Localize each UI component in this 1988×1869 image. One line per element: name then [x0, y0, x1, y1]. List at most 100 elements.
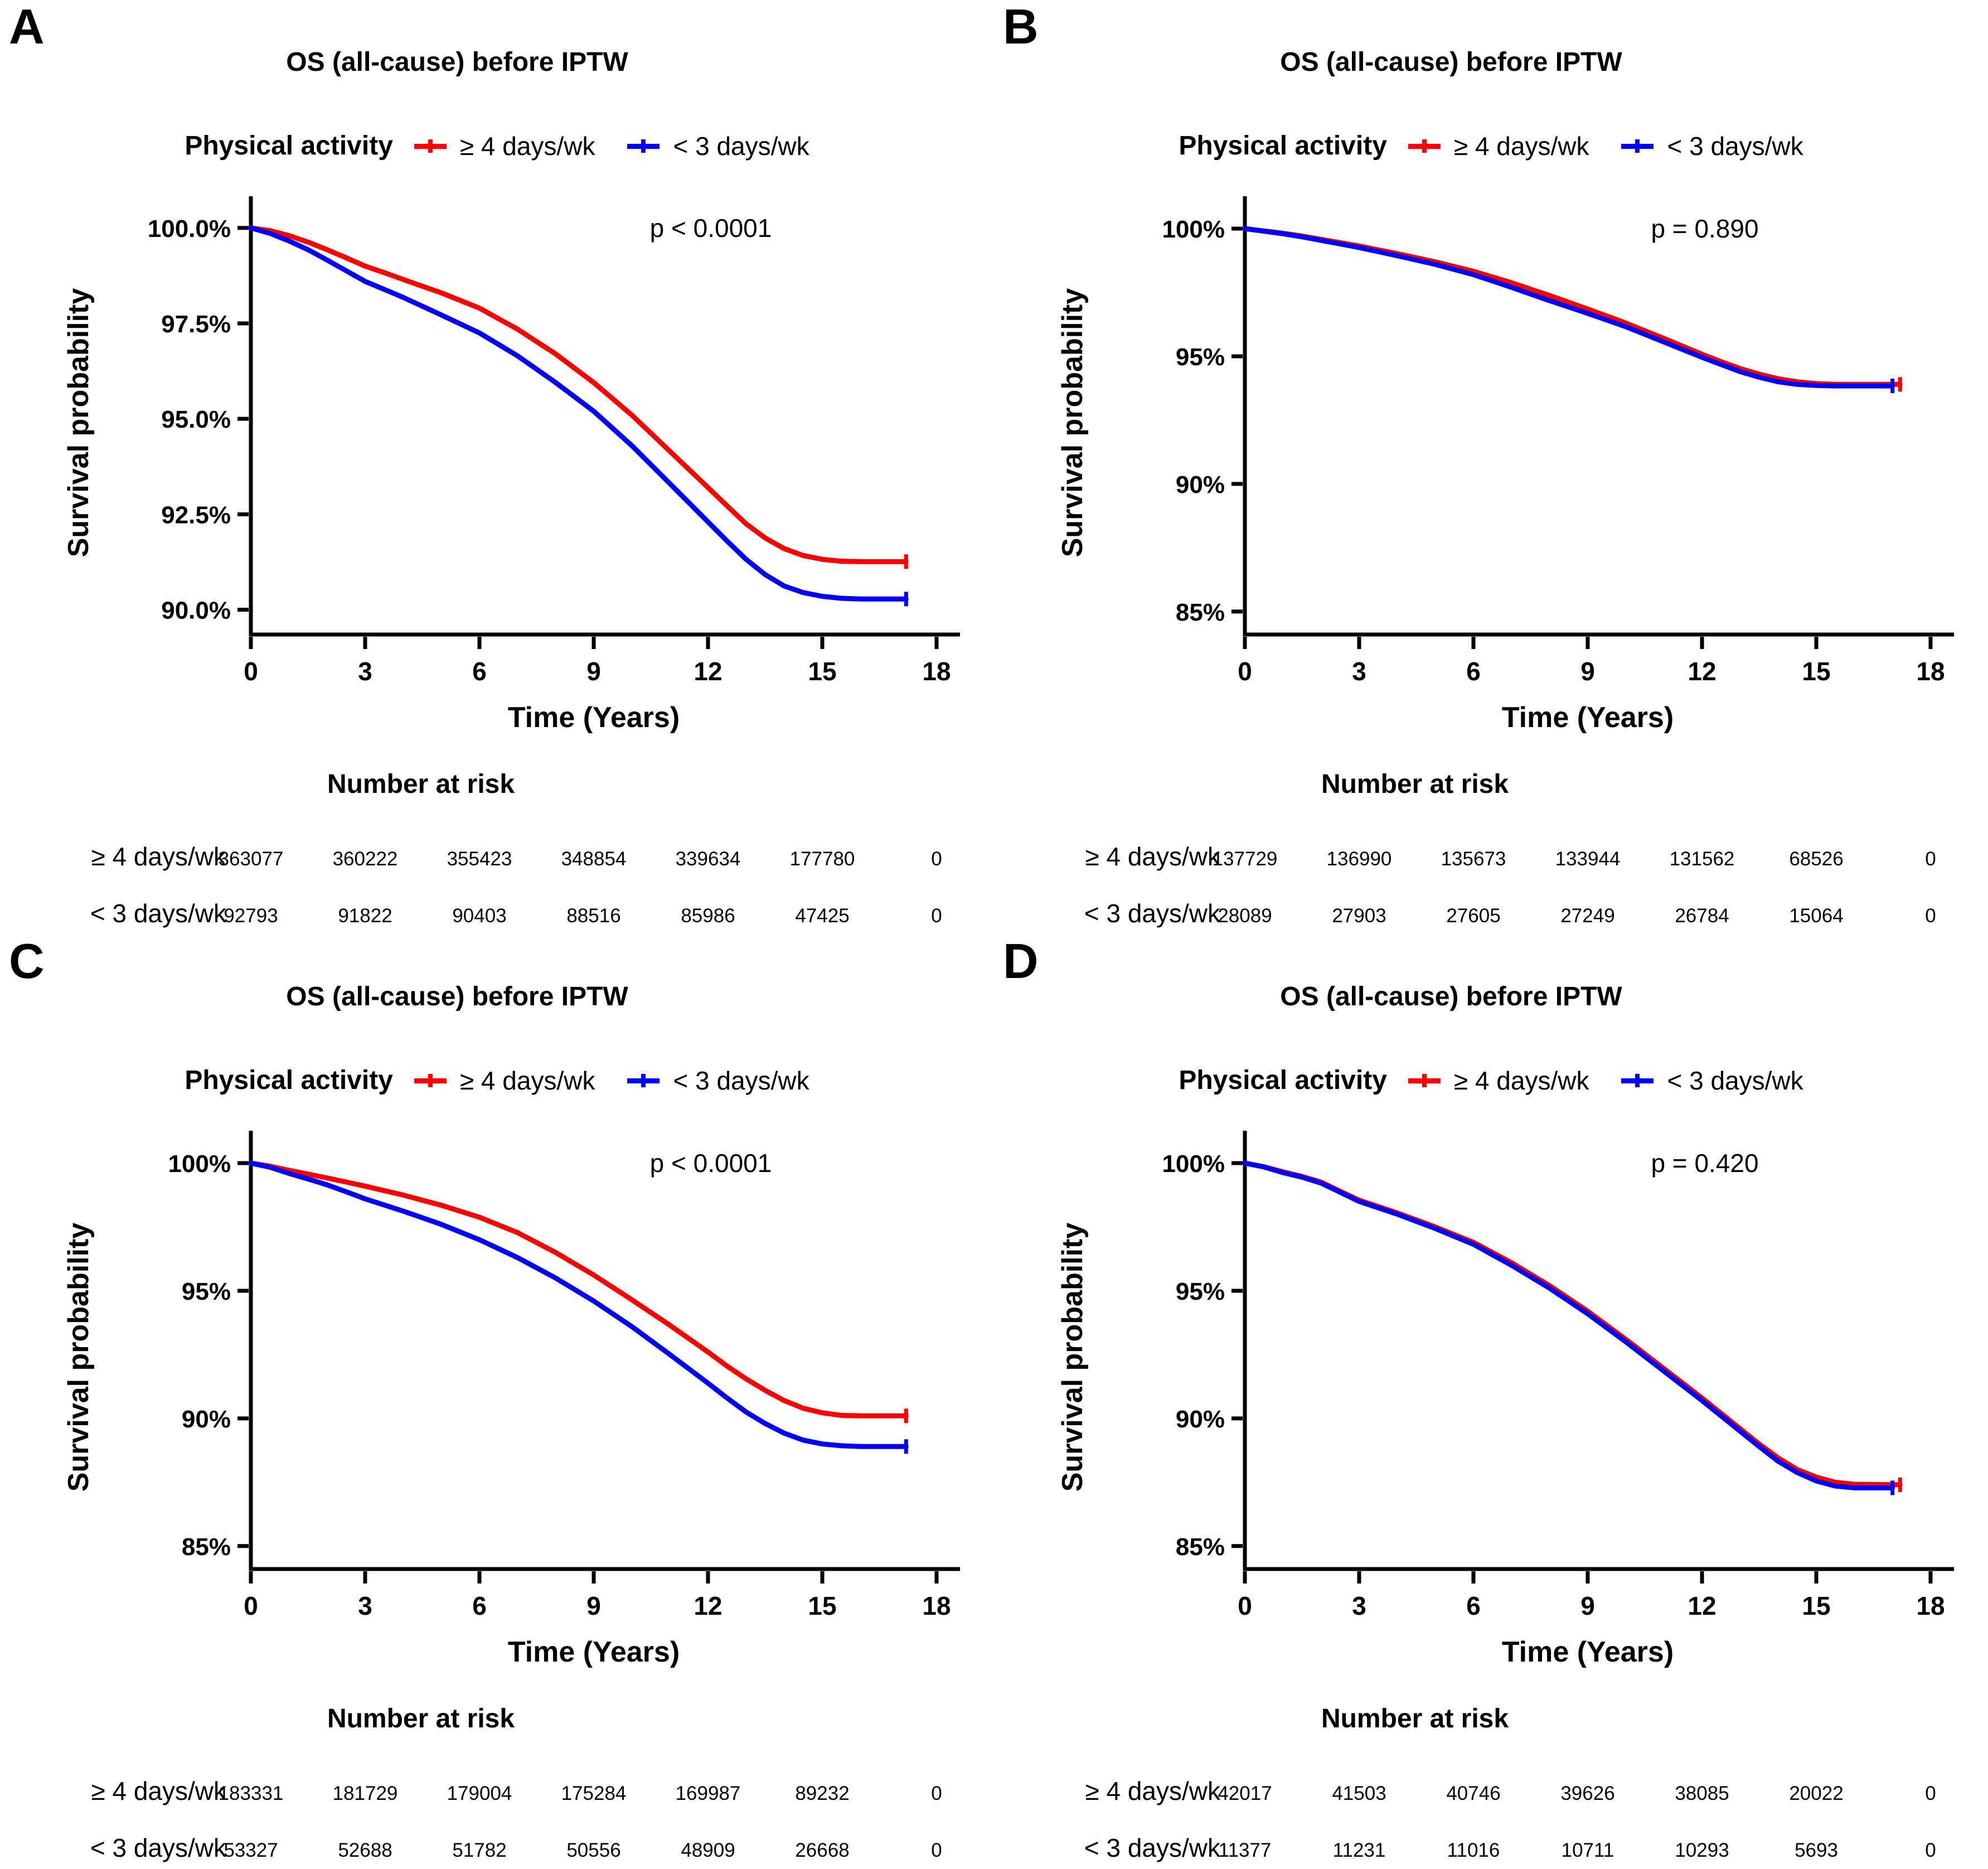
- y-tick-label: 95.0%: [161, 406, 231, 433]
- x-tick-label: 0: [244, 1591, 258, 1620]
- y-tick-label: 100%: [168, 1150, 231, 1178]
- survival-curve-red: [248, 1160, 909, 1418]
- x-tick-label: 9: [1580, 1591, 1595, 1620]
- risk-count: 5693: [1795, 1839, 1838, 1861]
- risk-count: 53327: [224, 1839, 278, 1861]
- risk-count: 26668: [795, 1839, 849, 1861]
- y-tick-label: 85%: [1176, 1533, 1225, 1561]
- y-tick-label: 90%: [1176, 1406, 1225, 1433]
- legend-title: Physical activity: [1179, 1066, 1387, 1095]
- x-tick-label: 15: [1802, 1591, 1830, 1620]
- risk-count: 20022: [1789, 1783, 1843, 1804]
- x-tick-label: 9: [586, 1591, 601, 1620]
- legend-label-ge4: ≥ 4 days/wk: [1453, 1066, 1589, 1095]
- chart-title: OS (all-cause) before IPTW: [1280, 47, 1622, 77]
- panel-letter: B: [1003, 0, 1039, 54]
- legend-key-red-line-icon: [1408, 143, 1441, 149]
- risk-count: 137729: [1213, 848, 1278, 870]
- legend-label-ge4: ≥ 4 days/wk: [1453, 132, 1589, 161]
- survival-plot: 100% 95% 90% 85% 0 3 6 9 12 15 18 Time (Years) Survi…: [62, 1131, 960, 1668]
- y-tick-label: 95%: [1176, 343, 1225, 371]
- p-value: p = 0.420: [1651, 1149, 1758, 1178]
- y-tick-label: 97.5%: [161, 311, 231, 338]
- survival-plot: 100% 95% 90% 85% 0 3 6 9 12 15 18 Time (Years) Survi…: [1056, 1131, 1954, 1668]
- panel-letter: C: [9, 934, 45, 989]
- risk-row-label: < 3 days/wk: [1084, 899, 1221, 928]
- risk-count: 0: [1925, 905, 1936, 927]
- legend-label-ge4: ≥ 4 days/wk: [459, 132, 595, 161]
- x-tick-label: 3: [358, 1591, 372, 1620]
- risk-count: 0: [931, 848, 942, 870]
- survival-plot: 100% 95% 90% 85% 0 3 6 9 12 15 18 Time (Years) Survi…: [1056, 196, 1954, 734]
- survival-curve-blue: [248, 1160, 909, 1449]
- x-axis-title: Time (Years): [508, 1636, 680, 1668]
- y-tick-label: 100%: [1162, 216, 1225, 243]
- risk-count: 0: [1925, 1783, 1936, 1804]
- x-tick-label: 18: [1916, 657, 1945, 686]
- risk-table-title: Number at risk: [327, 769, 515, 799]
- p-value: p = 0.890: [1651, 214, 1758, 243]
- x-tick-label: 3: [1352, 657, 1366, 686]
- risk-count: 355423: [447, 848, 512, 870]
- axis-lines: [249, 1131, 960, 1571]
- risk-count: 27605: [1446, 905, 1500, 927]
- axis-lines: [249, 196, 960, 637]
- risk-count: 11377: [1219, 1839, 1272, 1861]
- risk-table-title: Number at risk: [1321, 1704, 1509, 1734]
- risk-count: 27903: [1332, 905, 1386, 927]
- panel-letter: A: [9, 0, 45, 54]
- legend-key-blue-line-icon: [627, 1078, 660, 1083]
- chart-title: OS (all-cause) before IPTW: [1280, 982, 1622, 1011]
- x-axis-title: Time (Years): [508, 701, 680, 734]
- risk-count: 28089: [1218, 905, 1272, 927]
- x-tick-label: 3: [358, 657, 372, 686]
- risk-count: 169987: [676, 1783, 741, 1804]
- x-tick-label: 12: [1688, 1591, 1716, 1620]
- x-tick-label: 6: [1466, 1591, 1481, 1620]
- x-tick-label: 18: [1916, 1591, 1945, 1620]
- panel-D: D OS (all-cause) before IPTW Physical ac…: [994, 934, 1988, 1869]
- risk-count: 177780: [790, 848, 855, 870]
- risk-count: 89232: [795, 1783, 849, 1804]
- p-value: p < 0.0001: [650, 1149, 772, 1178]
- y-axis-title: Survival probability: [62, 1223, 95, 1492]
- risk-count: 179004: [447, 1783, 512, 1804]
- x-tick-label: 18: [922, 657, 951, 686]
- risk-count: 360222: [333, 848, 398, 870]
- risk-count: 38085: [1675, 1783, 1729, 1804]
- legend-label-ge4: ≥ 4 days/wk: [459, 1066, 595, 1095]
- survival-curve-red: [1242, 1160, 1903, 1488]
- x-tick-label: 18: [922, 1591, 951, 1620]
- y-tick-label: 90%: [1176, 471, 1225, 498]
- y-tick-label: 95%: [182, 1278, 231, 1305]
- risk-count: 41503: [1332, 1783, 1386, 1804]
- risk-row-label: < 3 days/wk: [90, 899, 227, 928]
- legend: Physical activity ≥ 4 days/wk < 3 days/w…: [0, 129, 994, 163]
- risk-count: 40746: [1446, 1783, 1500, 1804]
- p-value: p < 0.0001: [650, 214, 772, 243]
- survival-curve-blue: [1242, 1160, 1895, 1490]
- risk-count: 50556: [566, 1839, 620, 1861]
- risk-row-label: ≥ 4 days/wk: [91, 842, 227, 871]
- chart-title: OS (all-cause) before IPTW: [286, 982, 628, 1011]
- risk-count: 51782: [452, 1839, 506, 1861]
- risk-count: 42017: [1218, 1783, 1272, 1804]
- axis-lines: [1243, 1131, 1954, 1571]
- x-tick-label: 0: [244, 657, 258, 686]
- x-tick-label: 12: [694, 1591, 722, 1620]
- survival-curve-blue: [1242, 226, 1895, 389]
- risk-table-title: Number at risk: [1321, 769, 1509, 799]
- risk-count: 10293: [1675, 1839, 1729, 1861]
- risk-count: 175284: [561, 1783, 627, 1804]
- legend-title: Physical activity: [1179, 131, 1387, 161]
- risk-table-title: Number at risk: [327, 1704, 515, 1734]
- legend-key-red-line-icon: [414, 143, 447, 149]
- risk-count: 48909: [681, 1839, 735, 1861]
- risk-count: 0: [1925, 1839, 1936, 1861]
- x-axis-title: Time (Years): [1502, 701, 1674, 734]
- y-axis-title: Survival probability: [62, 288, 95, 558]
- legend-key-blue-line-icon: [627, 143, 660, 149]
